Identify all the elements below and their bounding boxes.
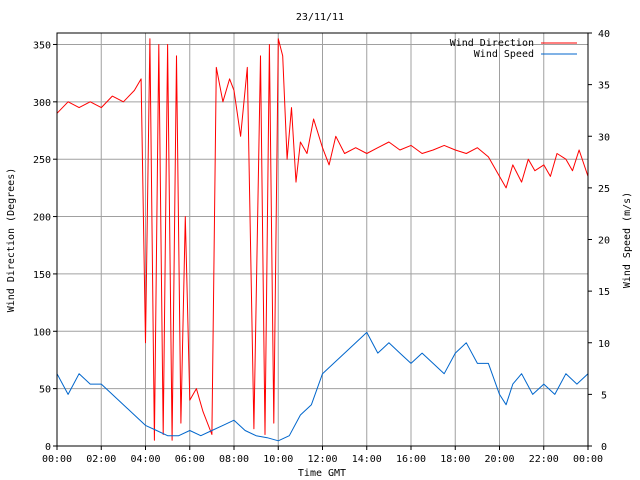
y-right-tick-label: 20	[598, 236, 610, 247]
y-axis-right-label: Wind Speed (m/s)	[622, 192, 633, 288]
x-tick-label: 12:00	[307, 454, 337, 465]
grid	[57, 33, 588, 446]
x-tick-label: 04:00	[130, 454, 160, 465]
x-tick-label: 06:00	[175, 454, 205, 465]
x-axis-label: Time GMT	[298, 468, 346, 479]
x-tick-label: 08:00	[219, 454, 249, 465]
y-right-tick-label: 25	[598, 184, 610, 195]
chart-title: 23/11/11	[296, 12, 344, 23]
y-left-tick-label: 250	[33, 155, 51, 166]
x-tick-label: 22:00	[529, 454, 559, 465]
y-right-tick-label: 15	[598, 287, 610, 298]
y-right-tick-label: 30	[598, 132, 610, 143]
x-tick-label: 16:00	[396, 454, 426, 465]
y-right-tick-label: 5	[601, 390, 607, 401]
x-tick-label: 14:00	[352, 454, 382, 465]
y-right-tick-label: 10	[598, 339, 610, 350]
x-tick-label: 00:00	[573, 454, 603, 465]
y-left-tick-label: 200	[33, 213, 51, 224]
y-right-tick-label: 35	[598, 81, 610, 92]
y-left-tick-label: 300	[33, 98, 51, 109]
y-right-tick-label: 0	[601, 442, 607, 453]
series-line-wind-direction	[56, 38, 589, 441]
y-left-tick-label: 100	[33, 327, 51, 338]
y-axis-left-label: Wind Direction (Degrees)	[6, 168, 17, 313]
y-left-tick-label: 350	[33, 40, 51, 51]
x-tick-label: 18:00	[440, 454, 470, 465]
x-tick-label: 00:00	[42, 454, 72, 465]
series-line-wind-speed	[56, 331, 589, 442]
legend: Wind Direction Wind Speed	[450, 38, 577, 60]
y-left-tick-label: 50	[39, 385, 51, 396]
x-tick-label: 02:00	[86, 454, 116, 465]
x-tick-label: 10:00	[263, 454, 293, 465]
axes: 00:00 02:00 04:00 06:00 08:00 10:00 12:00 14:00…	[33, 29, 610, 465]
y-left-tick-label: 0	[45, 442, 51, 453]
y-left-tick-label: 150	[33, 270, 51, 281]
x-tick-label: 20:00	[484, 454, 514, 465]
legend-label-wind-speed: Wind Speed	[474, 49, 534, 60]
legend-label-wind-direction: Wind Direction	[450, 38, 534, 49]
y-right-tick-label: 40	[598, 29, 610, 40]
series-layer	[56, 38, 589, 442]
